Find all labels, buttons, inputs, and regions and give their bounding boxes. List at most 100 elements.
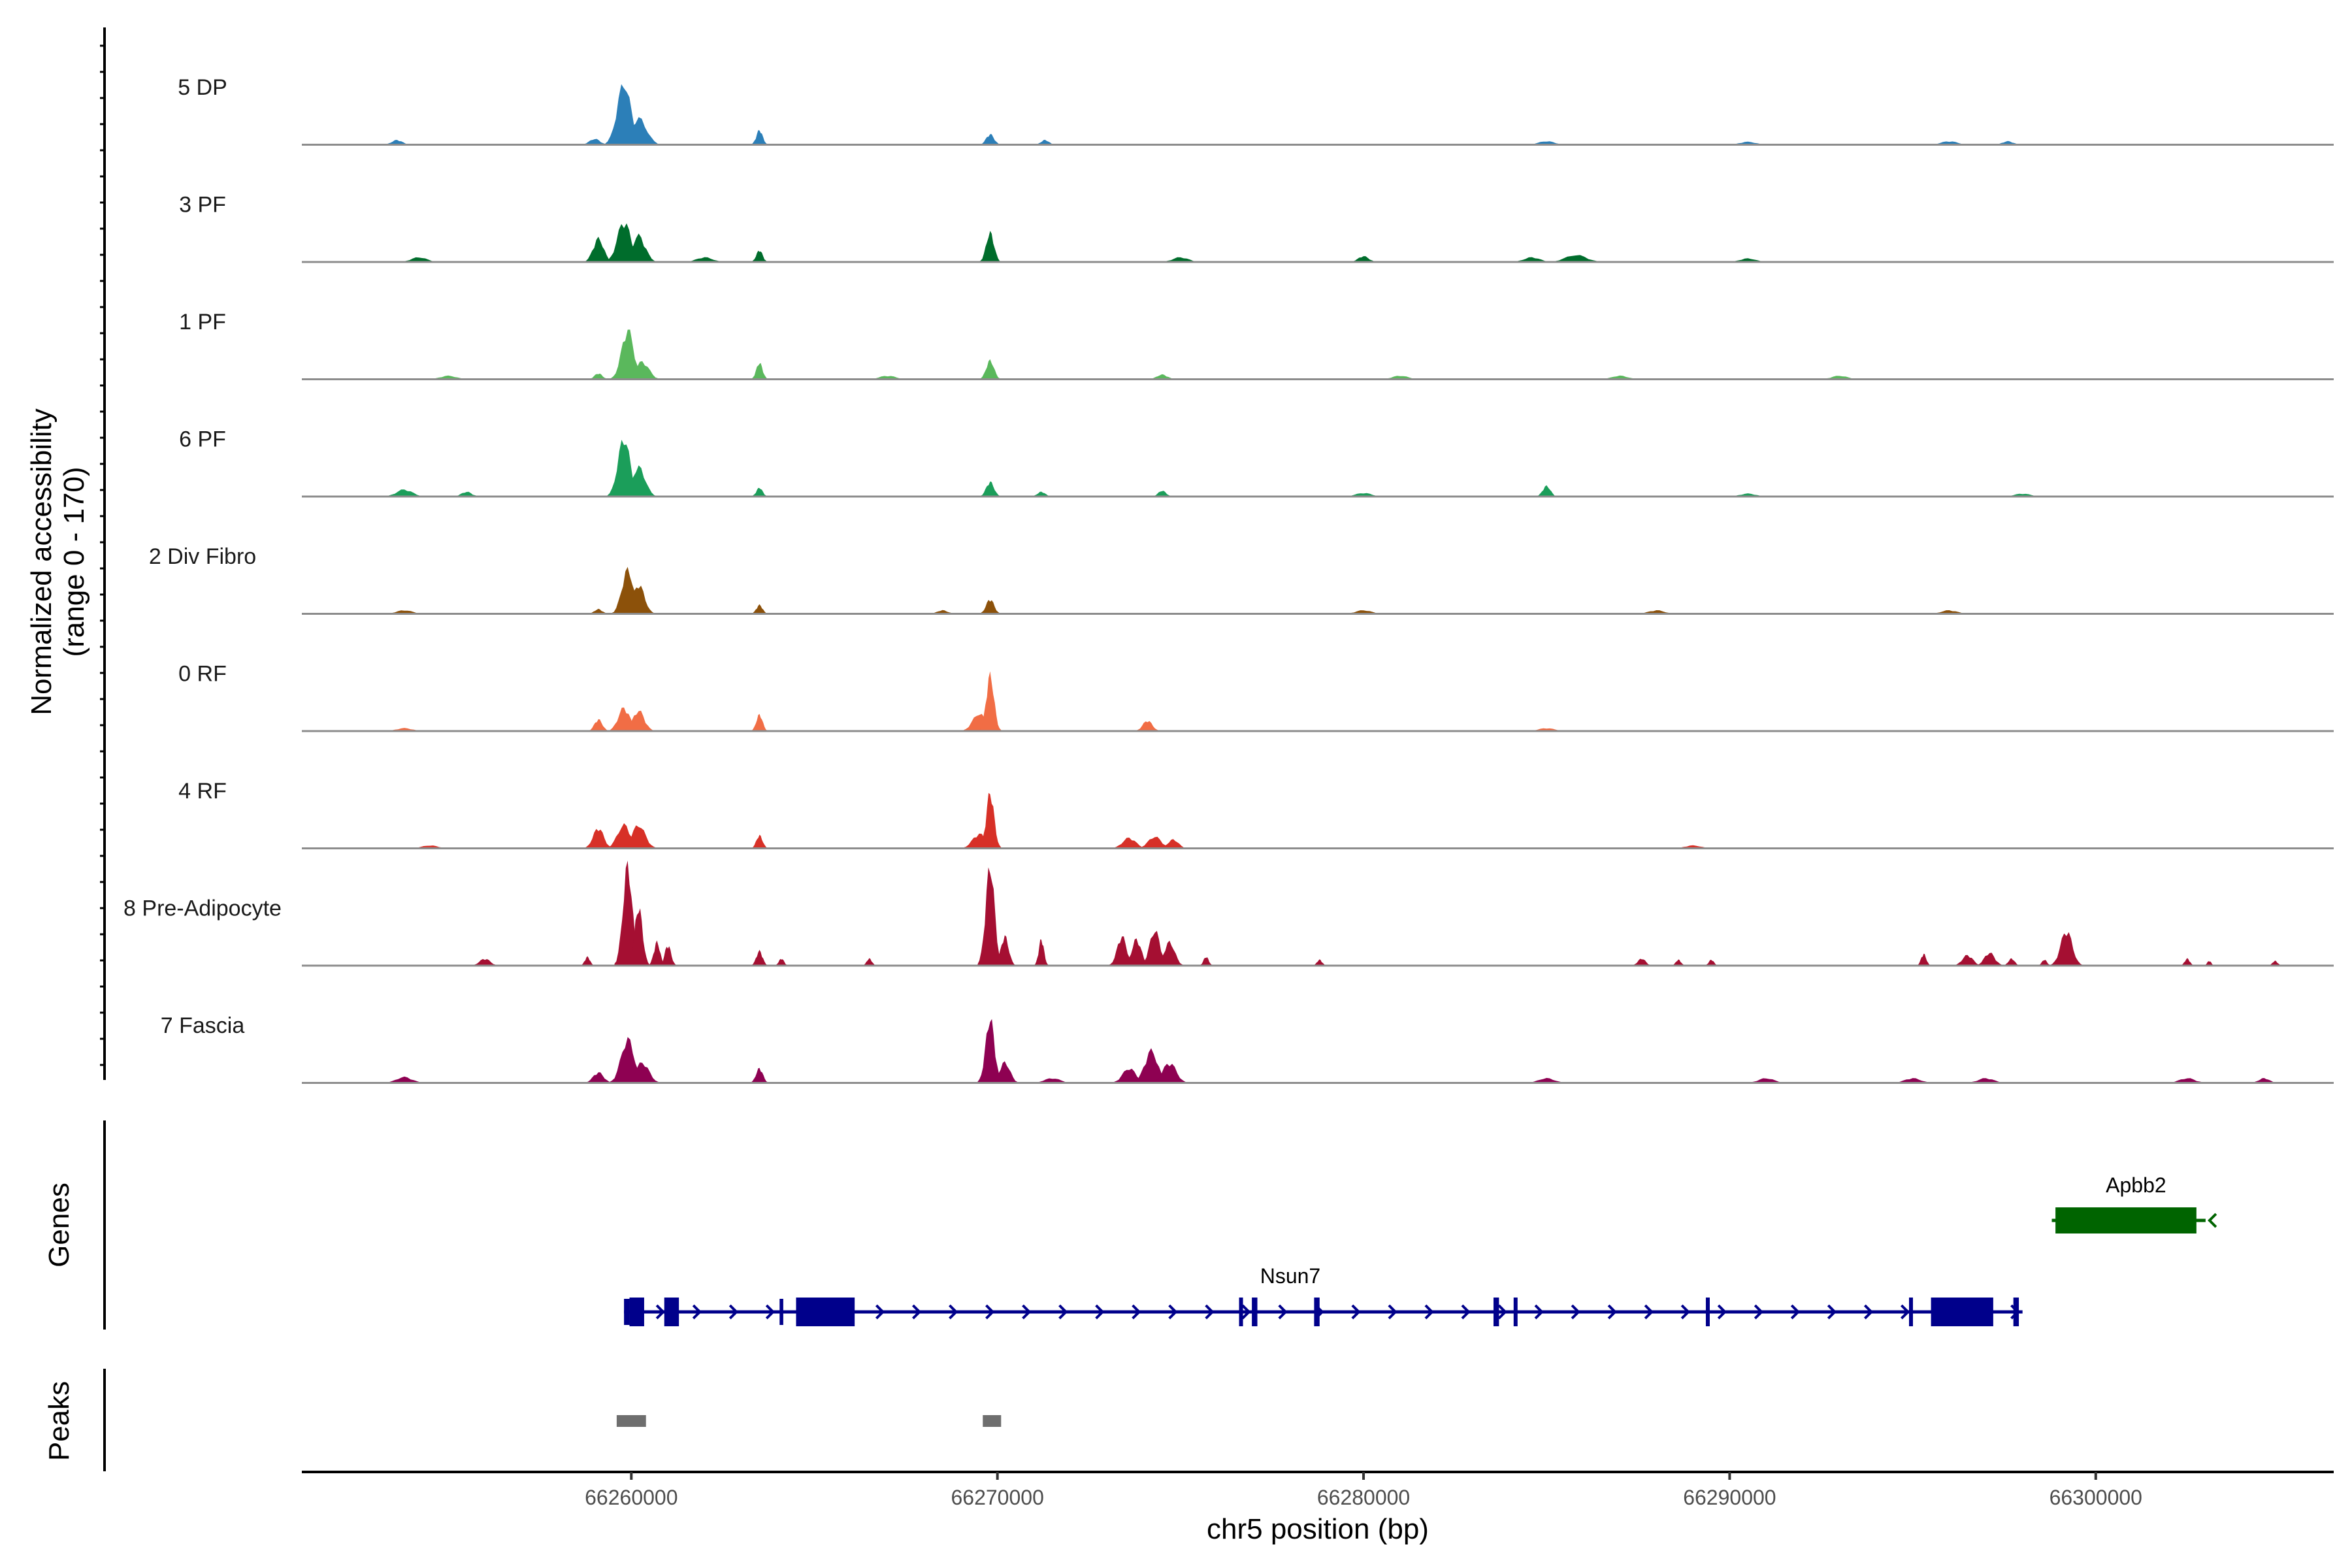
strand-chevron [1644, 1304, 1654, 1320]
coverage-peak [979, 359, 1002, 380]
x-tick-label: 66270000 [951, 1486, 1043, 1509]
strand-chevron [1241, 1304, 1251, 1320]
strand-chevron [1205, 1304, 1215, 1320]
coverage-peak [2165, 1078, 2210, 1083]
coverage-peak [1030, 1078, 1075, 1083]
gene-exon [1239, 1298, 1243, 1326]
strand-chevron [728, 1304, 739, 1320]
coverage-peak [979, 231, 1002, 262]
coverage-peak [622, 585, 655, 614]
coverage-peak [451, 491, 482, 497]
strand-chevron [1058, 1304, 1068, 1320]
track-label: 1 PF [179, 310, 226, 335]
strand-chevron [1717, 1304, 1727, 1320]
gene-exon [1705, 1298, 1710, 1326]
coverage-peak [610, 329, 645, 380]
strand-chevron [2208, 1213, 2217, 1228]
gene-exon [2013, 1298, 2019, 1326]
coverage-peak [1034, 139, 1056, 145]
coverage-peak [616, 117, 661, 145]
peak-region [983, 1415, 1002, 1427]
track-3: 6 PF [179, 427, 2334, 498]
coverage-peak [1136, 836, 1173, 849]
coverage-peak [2037, 960, 2052, 966]
coverage-y-axis-title-line2: (range 0 - 170) [58, 466, 90, 657]
coverage-peak [1510, 257, 1554, 262]
strand-chevron [1022, 1304, 1032, 1320]
coverage-peak [751, 713, 768, 731]
strand-chevron [1497, 1304, 1507, 1320]
coverage-peak [2050, 932, 2083, 966]
coverage-peak [751, 363, 768, 380]
coverage-peak [587, 719, 610, 731]
coverage-peak [1891, 1078, 1935, 1083]
coverage-peak [979, 481, 1002, 497]
x-tick-label: 66260000 [585, 1486, 678, 1509]
peaks-panel-title: Peaks [43, 1381, 75, 1461]
gene-exon [1252, 1298, 1258, 1326]
track-label: 7 Fascia [161, 1013, 245, 1038]
track-label: 3 PF [179, 193, 226, 218]
coverage-peak [1704, 960, 1719, 966]
genes-track: Nsun7 Apbb2 [624, 1173, 2217, 1326]
strand-chevron [949, 1304, 958, 1320]
coverage-peak [1631, 958, 1653, 966]
peaks-track [616, 1415, 1002, 1427]
coverage-peak [1109, 936, 1135, 966]
coverage-peak [774, 958, 789, 966]
coverage-peak [1312, 959, 1327, 966]
strand-chevron [1754, 1304, 1764, 1320]
track-8: 7 Fascia [161, 1013, 2334, 1084]
coverage-tracks: 5 DP 3 PF 1 PF 6 PF 2 Div Fibro 0 RF 4 RF 8 Pre… [123, 75, 2334, 1084]
coverage-peak [751, 487, 768, 497]
coverage-peak [382, 489, 427, 497]
coverage-peak [583, 1072, 613, 1083]
coverage-peak [583, 237, 613, 262]
coverage-peak [751, 130, 768, 145]
x-tick-label: 66300000 [2050, 1486, 2142, 1509]
gene-name-label: Apbb2 [2106, 1173, 2166, 1197]
strand-chevron [1534, 1304, 1544, 1320]
coverage-y-ticks [100, 44, 105, 1066]
x-axis-title: chr5 position (bp) [1207, 1513, 1429, 1545]
coverage-peak [2180, 958, 2195, 966]
coverage-peak [583, 828, 613, 849]
gene-exon [2055, 1207, 2197, 1233]
strand-chevron [1607, 1304, 1617, 1320]
coverage-peak [1151, 491, 1173, 497]
track-4: 2 Div Fibro [149, 544, 2334, 615]
track-label: 0 RF [178, 662, 227, 687]
coverage-peak [470, 958, 500, 966]
strand-chevron [655, 1304, 665, 1320]
coverage-peak [751, 834, 768, 849]
coverage-peak [1111, 838, 1148, 849]
strand-chevron [875, 1304, 885, 1320]
strand-chevron [911, 1304, 922, 1320]
coverage-peak [624, 361, 661, 380]
coverage-peak [1133, 1048, 1170, 1083]
track-7: 8 Pre-Adipocyte [123, 860, 2334, 967]
coverage-peak [979, 600, 1002, 614]
coverage-peak [1134, 721, 1161, 731]
strand-chevron [1680, 1304, 1690, 1320]
strand-chevron [1461, 1304, 1471, 1320]
track-label: 4 RF [178, 779, 227, 804]
coverage-peak [979, 134, 1002, 145]
coverage-peak [751, 949, 768, 966]
coverage-peak [977, 1019, 1003, 1083]
track-label: 5 DP [178, 75, 227, 100]
strand-chevron [1571, 1304, 1580, 1320]
genes-panel-title: Genes [43, 1183, 75, 1267]
coverage-peak [587, 373, 610, 380]
coverage-peak [682, 257, 727, 262]
track-6: 4 RF [178, 779, 2334, 849]
strand-chevron [1388, 1304, 1397, 1320]
strand-chevron [1132, 1304, 1141, 1320]
coverage-peak [1030, 491, 1053, 497]
strand-chevron [1900, 1304, 1910, 1320]
gene-apbb2: Apbb2 [2051, 1173, 2217, 1233]
gene-exon [1908, 1298, 1913, 1326]
coverage-peak [977, 867, 1003, 966]
track-label: 8 Pre-Adipocyte [123, 896, 282, 921]
